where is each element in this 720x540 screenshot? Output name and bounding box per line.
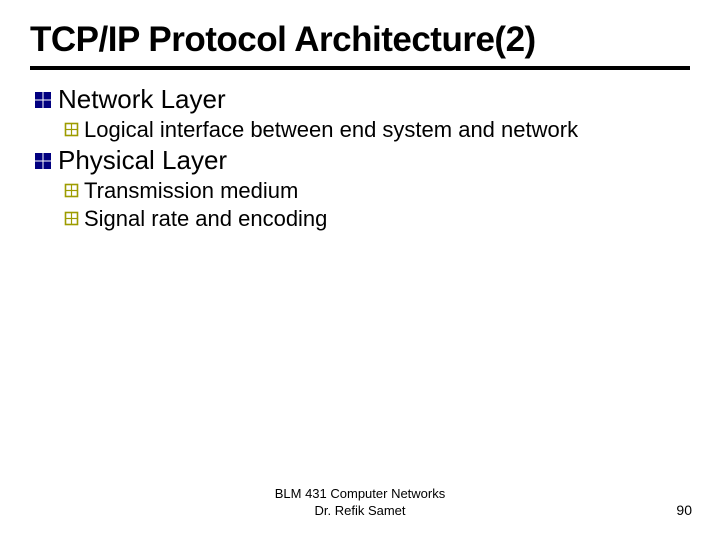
list-item: Signal rate and encoding — [64, 206, 690, 232]
slide-content: Network Layer Logical interface between … — [30, 84, 690, 232]
level1-text: Physical Layer — [58, 145, 227, 176]
title-underline — [30, 66, 690, 70]
list-item: Network Layer — [34, 84, 690, 115]
level2-text: Signal rate and encoding — [84, 206, 327, 232]
slide-footer: BLM 431 Computer Networks Dr. Refik Same… — [0, 486, 720, 520]
footer-line2: Dr. Refik Samet — [0, 503, 720, 520]
footer-line1: BLM 431 Computer Networks — [0, 486, 720, 503]
filled-square-bullet-icon — [34, 91, 52, 109]
level2-text: Logical interface between end system and… — [84, 117, 578, 143]
list-item: Logical interface between end system and… — [64, 117, 690, 143]
page-number: 90 — [676, 502, 692, 518]
list-item: Physical Layer — [34, 145, 690, 176]
hollow-square-bullet-icon — [64, 211, 80, 227]
hollow-square-bullet-icon — [64, 122, 80, 138]
filled-square-bullet-icon — [34, 152, 52, 170]
level1-text: Network Layer — [58, 84, 226, 115]
level2-text: Transmission medium — [84, 178, 298, 204]
slide-title: TCP/IP Protocol Architecture(2) — [30, 20, 690, 66]
slide-container: TCP/IP Protocol Architecture(2) Network … — [0, 0, 720, 540]
list-item: Transmission medium — [64, 178, 690, 204]
hollow-square-bullet-icon — [64, 183, 80, 199]
